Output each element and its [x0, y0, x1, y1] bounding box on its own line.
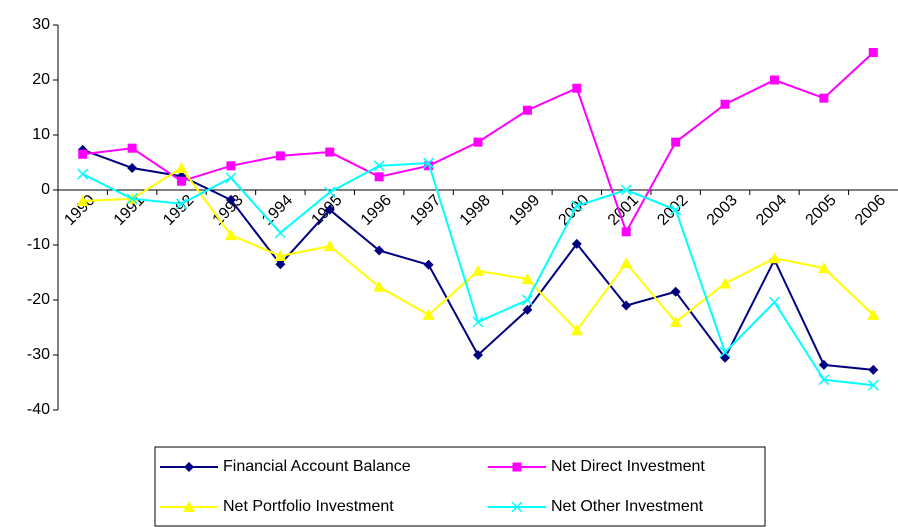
data-point	[274, 227, 286, 239]
data-point	[522, 105, 532, 115]
data-point	[126, 193, 138, 205]
data-point	[324, 204, 335, 215]
x-tick-label: 2003	[704, 192, 741, 229]
x-tick-label: 1996	[358, 192, 395, 229]
data-point	[325, 147, 335, 157]
data-point	[669, 316, 682, 327]
data-point	[571, 238, 582, 249]
data-point	[472, 264, 484, 276]
data-point	[819, 93, 829, 103]
x-tick-label: 2005	[803, 192, 840, 229]
data-point	[570, 324, 583, 336]
data-point	[868, 48, 878, 57]
data-point	[78, 149, 88, 159]
data-point	[324, 186, 336, 198]
data-point	[373, 280, 386, 292]
y-tick-label: 0	[41, 181, 50, 198]
y-tick-label: -30	[27, 346, 50, 363]
x-tick-label: 1998	[457, 192, 494, 229]
legend-marker	[183, 501, 195, 512]
data-point	[473, 350, 483, 360]
legend-marker	[511, 501, 523, 513]
data-point	[769, 75, 779, 85]
data-point	[867, 308, 880, 320]
data-point	[768, 296, 781, 308]
y-tick-label: -20	[27, 291, 50, 308]
legend-label: Net Portfolio Investment	[223, 498, 394, 515]
data-point	[274, 250, 287, 261]
data-point	[175, 162, 188, 173]
y-tick-label: -40	[27, 401, 50, 418]
data-point	[76, 195, 89, 206]
data-point	[671, 137, 681, 147]
data-point	[719, 277, 732, 289]
data-point	[423, 157, 435, 169]
x-tick-label: 2002	[654, 192, 691, 229]
data-point	[127, 163, 138, 173]
data-point	[572, 83, 582, 93]
legend-label: Net Direct Investment	[551, 458, 705, 475]
data-point	[620, 257, 633, 269]
data-point	[818, 359, 829, 370]
series-line	[82, 148, 874, 371]
data-point	[225, 194, 236, 205]
data-point	[275, 151, 285, 161]
data-point	[275, 259, 286, 270]
data-point	[521, 294, 533, 306]
data-point	[175, 198, 188, 210]
data-point	[127, 143, 137, 153]
x-tick-label: 1999	[506, 192, 543, 229]
data-point	[670, 286, 681, 297]
data-point	[472, 316, 484, 328]
data-point	[522, 304, 533, 315]
data-point	[818, 374, 830, 386]
data-point	[374, 245, 385, 256]
data-point	[621, 227, 631, 237]
data-point	[177, 176, 187, 186]
data-point	[621, 300, 632, 311]
data-point	[226, 161, 236, 171]
y-tick-label: 10	[32, 126, 50, 143]
data-point	[77, 168, 89, 180]
data-point	[620, 184, 632, 196]
data-point	[374, 172, 384, 182]
data-point	[473, 137, 483, 147]
legend-label: Financial Account Balance	[223, 458, 411, 475]
legend-label: Net Other Investment	[551, 498, 704, 515]
x-tick-label: 2004	[753, 192, 790, 229]
legend-marker	[184, 462, 194, 472]
x-tick-label: 1993	[210, 192, 247, 229]
data-point	[422, 308, 435, 320]
x-tick-label: 2006	[852, 192, 889, 229]
y-tick-label: -10	[27, 236, 50, 253]
data-point	[373, 160, 385, 172]
data-point	[423, 259, 434, 270]
data-point	[521, 273, 534, 285]
data-point	[224, 229, 237, 241]
data-point	[867, 379, 879, 391]
data-point	[670, 204, 682, 216]
data-point	[817, 262, 830, 274]
x-tick-label: 1990	[61, 192, 98, 229]
data-point	[323, 240, 336, 252]
data-point	[225, 172, 237, 184]
legend-box	[154, 446, 766, 527]
data-point	[720, 99, 730, 109]
data-point	[868, 364, 879, 375]
legend-marker	[512, 462, 522, 472]
data-point	[571, 200, 583, 212]
data-point	[768, 252, 781, 264]
y-tick-label: 20	[32, 71, 50, 88]
y-tick-label: 30	[32, 16, 50, 33]
data-point	[719, 346, 731, 358]
